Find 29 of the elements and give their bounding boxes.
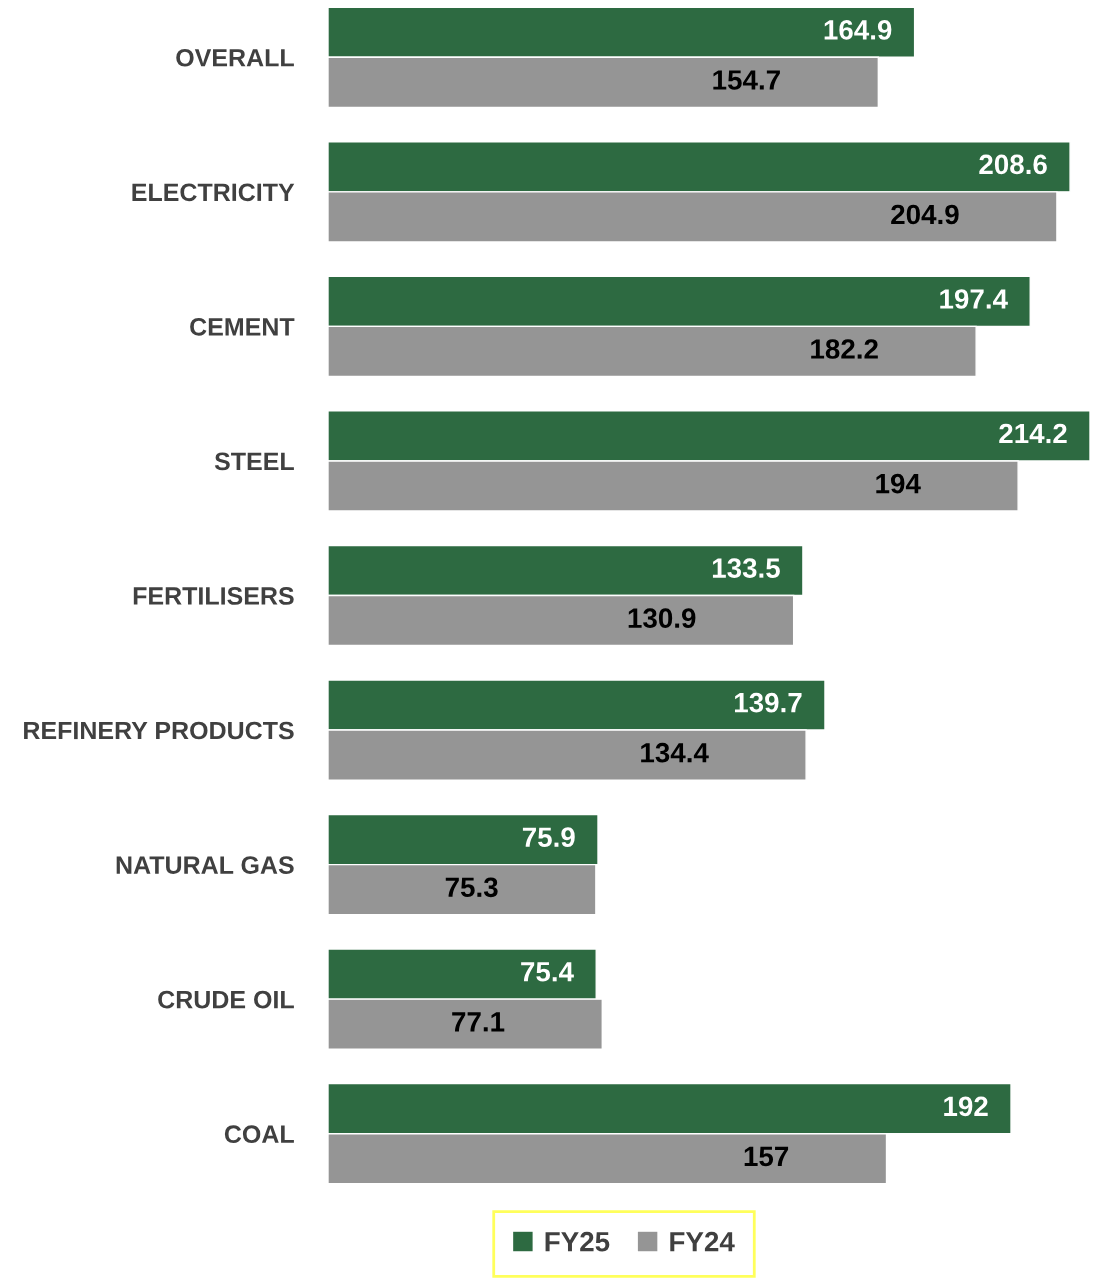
- data-label: 75.3: [445, 877, 498, 898]
- y-tick-label: FERTILISERS: [133, 587, 294, 605]
- data-label: 130.9: [628, 608, 696, 629]
- data-label: 133.5: [712, 558, 780, 578]
- data-label: 164.9: [824, 20, 892, 40]
- data-label: 182.2: [811, 339, 878, 359]
- legend-label: FY25: [545, 1231, 610, 1252]
- data-label: 154.7: [713, 70, 780, 90]
- y-tick-label: CRUDE OIL: [158, 990, 294, 1009]
- data-label: 208.6: [979, 154, 1047, 175]
- y-tick-label: STEEL: [214, 452, 294, 471]
- data-label: 139.7: [734, 692, 802, 713]
- y-tick-label: ELECTRICITY: [132, 183, 295, 202]
- data-label: 197.4: [940, 289, 1008, 309]
- data-label: 204.9: [891, 204, 959, 225]
- y-tick-label: OVERALL: [176, 48, 294, 67]
- data-label: 157: [744, 1146, 789, 1167]
- data-label: 192: [944, 1096, 988, 1117]
- data-label: 134.4: [641, 742, 709, 763]
- y-tick-label: REFINERY PRODUCTS: [24, 721, 294, 740]
- y-tick-label: NATURAL GAS: [116, 856, 294, 874]
- data-label: 77.1: [452, 1012, 505, 1032]
- y-tick-label: CEMENT: [190, 317, 295, 336]
- data-label: 75.4: [521, 962, 574, 982]
- legend-label: FY24: [670, 1231, 735, 1252]
- data-label: 214.2: [999, 423, 1067, 444]
- y-tick-label: COAL: [224, 1125, 294, 1144]
- data-label: 194: [876, 473, 921, 494]
- data-label: 75.9: [522, 827, 575, 848]
